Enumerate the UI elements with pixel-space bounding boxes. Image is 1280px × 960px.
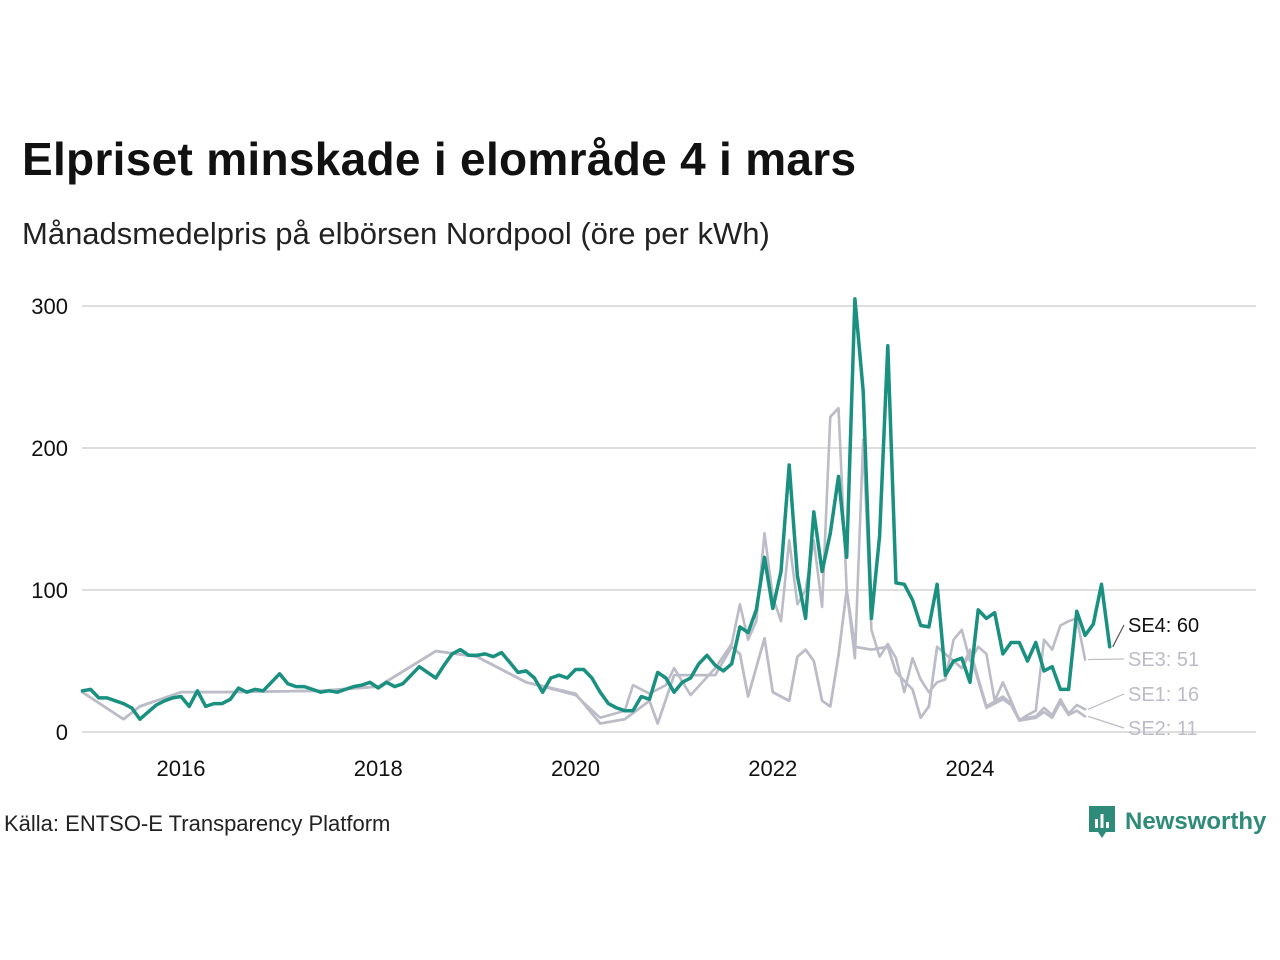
source-note: Källa: ENTSO-E Transparency Platform — [4, 811, 391, 836]
end-label-se4: SE4: 60 — [1128, 615, 1199, 637]
x-tick-label: 2018 — [354, 756, 403, 781]
end-labels: SE1: 16 SE2: 11 SE3: 51 SE4: 60 — [1087, 615, 1199, 740]
end-label-se1: SE1: 16 — [1128, 684, 1199, 706]
y-tick-label: 200 — [31, 436, 68, 461]
brand-name: Newsworthy — [1125, 808, 1267, 835]
x-tick-label: 2020 — [551, 756, 600, 781]
x-tick-label: 2016 — [157, 756, 206, 781]
leader-line-se1 — [1087, 693, 1125, 710]
y-tick-label: 0 — [56, 720, 68, 745]
newsworthy-logo-icon — [1089, 806, 1115, 838]
series-line-se3 — [81, 406, 1087, 722]
grid — [82, 305, 1256, 733]
chart-subtitle: Månadsmedelpris på elbörsen Nordpool (ör… — [22, 216, 770, 251]
series-lines — [80, 297, 1112, 725]
leader-line-se3 — [1088, 658, 1125, 661]
chart-title: Elpriset minskade i elområde 4 i mars — [22, 133, 857, 185]
brand-logo: Newsworthy — [1087, 804, 1266, 840]
y-tick-label: 100 — [31, 578, 68, 603]
x-tick-label: 2022 — [748, 756, 797, 781]
leader-line-se4 — [1112, 624, 1125, 648]
leader-line-se2 — [1087, 715, 1125, 729]
end-label-se3: SE3: 51 — [1128, 649, 1199, 671]
y-tick-label: 300 — [31, 294, 68, 319]
series-line-se4 — [80, 297, 1112, 721]
y-axis: 0 100 200 300 — [31, 294, 68, 745]
x-axis: 2016 2018 2020 2022 2024 — [157, 756, 995, 781]
x-tick-label: 2024 — [946, 756, 995, 781]
end-label-se2: SE2: 11 — [1128, 718, 1198, 740]
